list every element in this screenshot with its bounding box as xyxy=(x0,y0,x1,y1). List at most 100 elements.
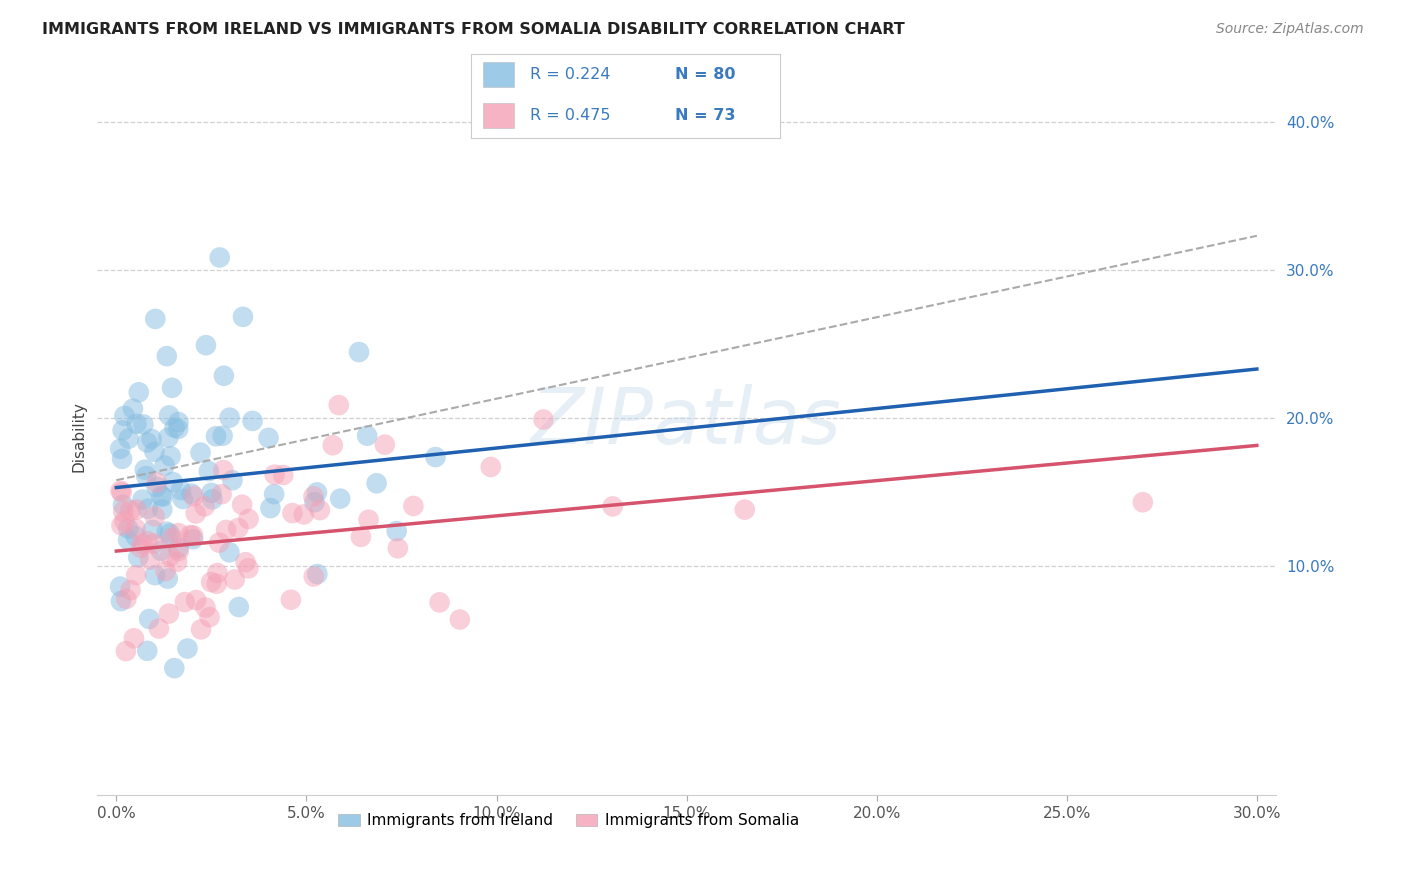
Point xyxy=(215,523,238,537)
Text: Source: ZipAtlas.com: Source: ZipAtlas.com xyxy=(1216,22,1364,37)
Point xyxy=(110,594,132,608)
Point xyxy=(138,612,160,626)
Point xyxy=(125,522,148,536)
Point xyxy=(143,444,166,458)
Point xyxy=(134,463,156,477)
Point xyxy=(181,528,204,542)
Point xyxy=(108,580,131,594)
Point xyxy=(211,487,233,501)
Point xyxy=(184,507,207,521)
Point xyxy=(356,428,378,442)
Point xyxy=(224,573,246,587)
Point xyxy=(238,512,260,526)
Bar xyxy=(484,62,515,87)
Point xyxy=(122,401,145,416)
Point xyxy=(190,445,212,459)
Point xyxy=(200,486,222,500)
Point xyxy=(131,492,153,507)
Point xyxy=(159,450,181,464)
Point xyxy=(136,501,159,516)
Point xyxy=(145,480,167,494)
Point xyxy=(146,475,169,490)
Point xyxy=(114,514,136,528)
Point xyxy=(180,486,202,500)
Point xyxy=(153,458,176,473)
Point xyxy=(205,429,228,443)
Point xyxy=(309,503,332,517)
Point xyxy=(218,545,240,559)
Point xyxy=(114,409,136,423)
Point xyxy=(143,509,166,524)
Text: N = 73: N = 73 xyxy=(675,108,735,123)
Point xyxy=(142,537,165,551)
Point xyxy=(280,592,302,607)
Point xyxy=(374,437,396,451)
Point xyxy=(125,417,148,431)
Point xyxy=(181,533,204,547)
Point xyxy=(347,345,370,359)
Point xyxy=(226,521,249,535)
Point xyxy=(232,310,254,324)
Point xyxy=(212,368,235,383)
Point xyxy=(302,569,325,583)
Point xyxy=(304,495,326,509)
Point xyxy=(111,423,134,437)
Point xyxy=(235,555,257,569)
Point xyxy=(128,385,150,400)
Point xyxy=(136,644,159,658)
Text: ZIPatlas: ZIPatlas xyxy=(531,384,842,460)
Point xyxy=(111,485,134,500)
Point xyxy=(167,544,190,558)
Point xyxy=(136,435,159,450)
Point xyxy=(449,613,471,627)
Point xyxy=(142,523,165,537)
Point xyxy=(111,451,134,466)
Point xyxy=(221,473,243,487)
Point xyxy=(183,489,205,503)
Bar xyxy=(484,103,515,128)
Point xyxy=(387,541,409,556)
Point xyxy=(170,483,193,497)
Point xyxy=(176,641,198,656)
Point xyxy=(602,500,624,514)
Point xyxy=(200,575,222,590)
Point xyxy=(156,572,179,586)
Point xyxy=(207,566,229,580)
Point xyxy=(129,541,152,555)
Point xyxy=(136,534,159,549)
Point xyxy=(302,489,325,503)
Point xyxy=(242,414,264,428)
Y-axis label: Disability: Disability xyxy=(72,401,86,472)
Point xyxy=(350,530,373,544)
Point xyxy=(150,502,173,516)
Point xyxy=(186,593,208,607)
Point xyxy=(118,432,141,446)
Point xyxy=(131,537,153,551)
Point xyxy=(402,499,425,513)
Point xyxy=(167,526,190,541)
Point xyxy=(429,595,451,609)
Point xyxy=(263,467,285,482)
Point xyxy=(120,503,142,517)
Point xyxy=(238,561,260,575)
Point xyxy=(148,622,170,636)
Point xyxy=(120,583,142,598)
Point xyxy=(112,505,135,519)
Point xyxy=(167,422,190,436)
Point xyxy=(125,502,148,516)
Point xyxy=(122,632,145,646)
Point xyxy=(141,432,163,446)
Point xyxy=(208,535,231,549)
Point xyxy=(162,475,184,489)
Point xyxy=(328,398,350,412)
Point xyxy=(194,500,217,514)
Point xyxy=(115,591,138,606)
Point xyxy=(231,498,253,512)
Point xyxy=(132,417,155,432)
Text: N = 80: N = 80 xyxy=(675,67,735,82)
Point xyxy=(127,550,149,565)
Point xyxy=(366,476,388,491)
Point xyxy=(156,524,179,539)
Point xyxy=(149,543,172,558)
Point xyxy=(292,508,315,522)
